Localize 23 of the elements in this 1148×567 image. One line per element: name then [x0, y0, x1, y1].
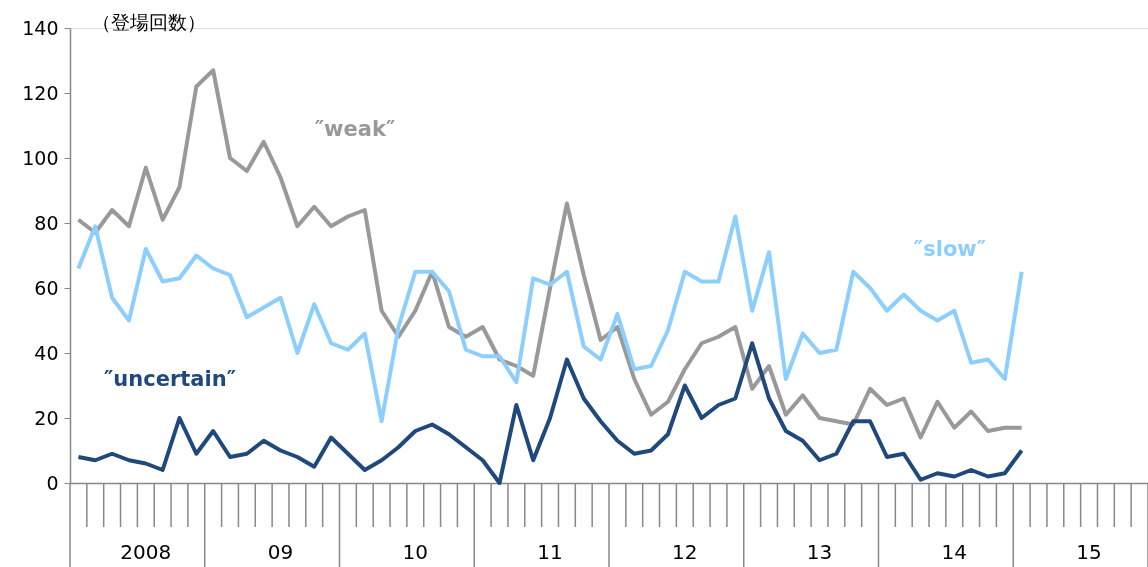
- x-tick-label: 10: [402, 540, 429, 564]
- y-tick-label: 60: [34, 276, 59, 299]
- y-tick-label: 40: [34, 341, 59, 364]
- y-tick-label: 120: [22, 81, 59, 104]
- series-label: ″uncertain″: [103, 367, 237, 391]
- y-tick-label: 80: [34, 211, 59, 234]
- series-label: ″slow″: [913, 237, 987, 261]
- y-tick-label: 0: [46, 471, 59, 494]
- text: ″weak″: [314, 117, 396, 141]
- x-tick-label: 14: [941, 540, 968, 564]
- x-tick-label: 09: [267, 540, 294, 564]
- x-tick-label: 15: [1076, 540, 1102, 564]
- y-tick-label: 140: [22, 16, 59, 39]
- y-axis-title: （登場回数）: [92, 11, 206, 33]
- x-tick-label: 13: [806, 540, 833, 564]
- y-tick-label: 20: [34, 406, 59, 429]
- y-tick-label: 100: [22, 146, 59, 169]
- x-tick-label: 12: [672, 540, 698, 564]
- x-tick-label: 2008: [120, 540, 172, 564]
- line-series: [76, 68, 1024, 440]
- line-series: [76, 214, 1024, 424]
- x-tick-label: 11: [537, 540, 563, 564]
- line-series: [76, 341, 1024, 485]
